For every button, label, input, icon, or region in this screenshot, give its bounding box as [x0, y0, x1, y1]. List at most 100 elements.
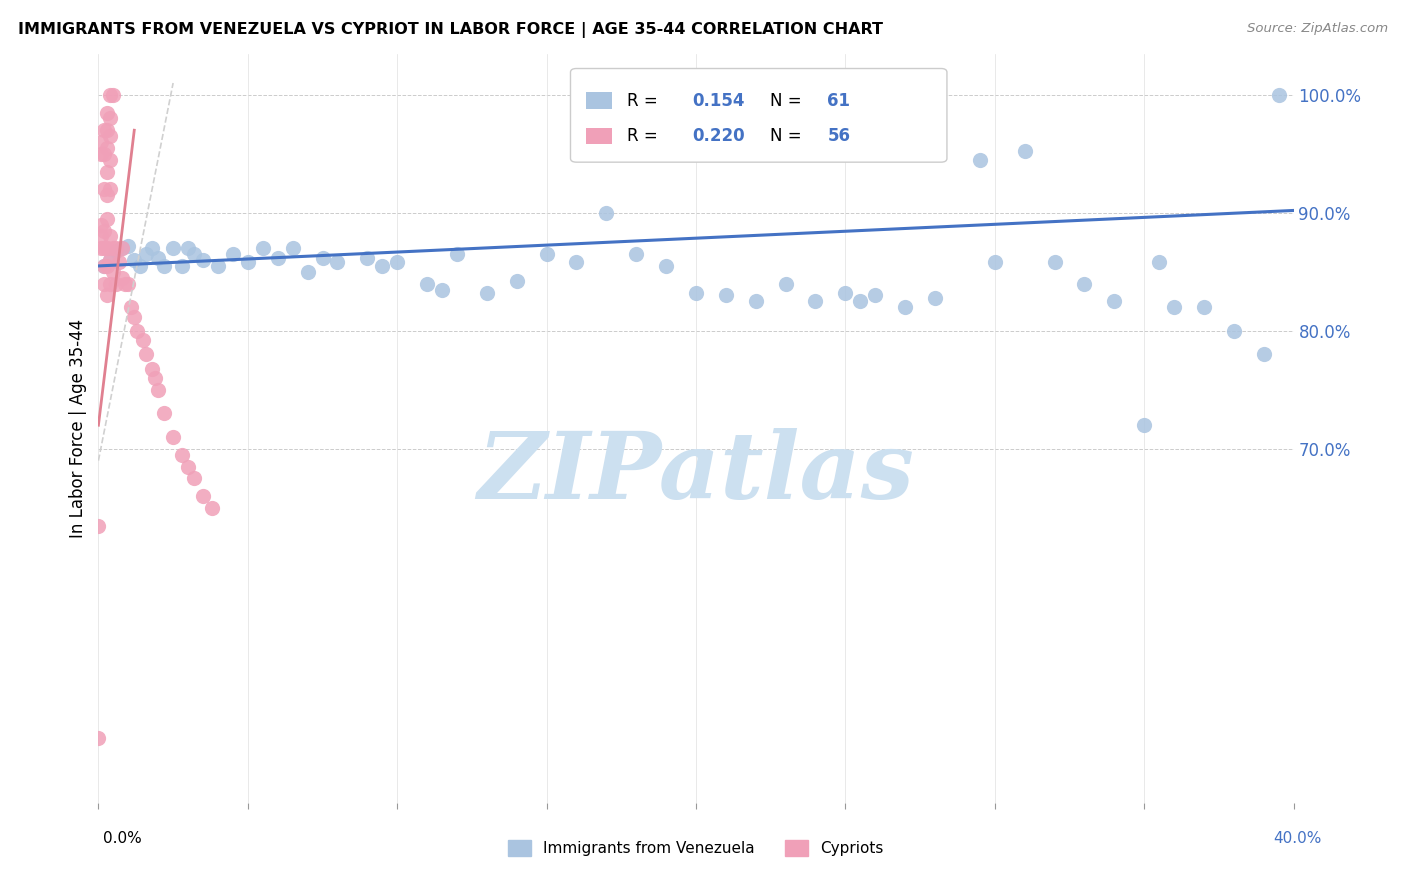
- Point: [141, 241, 163, 255]
- Point: [98, 252, 122, 267]
- Point: [222, 247, 245, 261]
- Text: N =: N =: [770, 92, 807, 110]
- Point: [96, 259, 118, 273]
- Point: [177, 241, 200, 255]
- Point: [236, 255, 259, 269]
- Point: [984, 255, 1007, 269]
- Point: [143, 371, 166, 385]
- Point: [98, 87, 122, 102]
- Point: [446, 247, 468, 261]
- Point: [1223, 324, 1246, 338]
- Point: [297, 265, 319, 279]
- Point: [1253, 347, 1275, 361]
- Point: [96, 141, 118, 155]
- Point: [153, 259, 176, 273]
- Point: [105, 244, 128, 258]
- Point: [98, 153, 122, 167]
- Point: [117, 239, 139, 253]
- Point: [105, 277, 128, 291]
- Point: [93, 277, 115, 291]
- Point: [1043, 255, 1066, 269]
- Point: [129, 259, 152, 273]
- Point: [90, 229, 112, 244]
- Point: [93, 223, 115, 237]
- Point: [148, 251, 170, 265]
- Point: [98, 252, 122, 267]
- Point: [96, 123, 118, 137]
- Point: [103, 87, 125, 102]
- Point: [1267, 87, 1289, 102]
- Text: 0.0%: 0.0%: [103, 831, 142, 846]
- Point: [1133, 418, 1156, 433]
- Point: [93, 182, 115, 196]
- Point: [714, 288, 737, 302]
- FancyBboxPatch shape: [586, 128, 613, 145]
- Point: [371, 259, 394, 273]
- Legend: Immigrants from Venezuela, Cypriots: Immigrants from Venezuela, Cypriots: [502, 834, 890, 863]
- Text: IMMIGRANTS FROM VENEZUELA VS CYPRIOT IN LABOR FORCE | AGE 35-44 CORRELATION CHAR: IMMIGRANTS FROM VENEZUELA VS CYPRIOT IN …: [18, 22, 883, 38]
- Point: [177, 459, 200, 474]
- Point: [1104, 294, 1126, 309]
- FancyBboxPatch shape: [586, 93, 613, 109]
- Point: [475, 286, 498, 301]
- Point: [87, 731, 110, 745]
- Point: [93, 146, 115, 161]
- Point: [124, 252, 146, 267]
- FancyBboxPatch shape: [571, 69, 948, 162]
- Point: [775, 277, 797, 291]
- Point: [356, 251, 378, 265]
- Point: [416, 277, 439, 291]
- Point: [93, 241, 115, 255]
- Point: [98, 129, 122, 144]
- Point: [108, 255, 131, 269]
- Point: [894, 300, 917, 314]
- Text: 0.154: 0.154: [692, 92, 745, 110]
- Point: [90, 218, 112, 232]
- Point: [191, 489, 214, 503]
- Point: [90, 135, 112, 149]
- Point: [96, 288, 118, 302]
- Point: [745, 294, 768, 309]
- Point: [105, 241, 128, 255]
- Point: [117, 277, 139, 291]
- Text: 0.220: 0.220: [692, 127, 745, 145]
- Y-axis label: In Labor Force | Age 35-44: In Labor Force | Age 35-44: [69, 318, 87, 538]
- Point: [207, 259, 229, 273]
- Point: [172, 259, 194, 273]
- Text: 61: 61: [828, 92, 851, 110]
- Text: 40.0%: 40.0%: [1274, 831, 1322, 846]
- Text: 56: 56: [828, 127, 851, 145]
- Point: [1192, 300, 1215, 314]
- Text: Source: ZipAtlas.com: Source: ZipAtlas.com: [1247, 22, 1388, 36]
- Point: [865, 288, 887, 302]
- Point: [536, 247, 558, 261]
- Point: [96, 105, 118, 120]
- Point: [96, 211, 118, 226]
- Point: [311, 251, 333, 265]
- Point: [98, 112, 122, 126]
- Point: [183, 471, 205, 485]
- Point: [924, 291, 946, 305]
- Point: [132, 333, 155, 347]
- Point: [111, 270, 134, 285]
- Point: [111, 241, 134, 255]
- Point: [87, 518, 110, 533]
- Point: [98, 182, 122, 196]
- Point: [191, 252, 214, 267]
- Point: [252, 241, 274, 255]
- Point: [626, 247, 648, 261]
- Point: [148, 383, 170, 397]
- Point: [103, 265, 125, 279]
- Point: [162, 241, 184, 255]
- Point: [93, 259, 115, 273]
- Point: [804, 294, 827, 309]
- Point: [93, 123, 115, 137]
- Point: [281, 241, 304, 255]
- Point: [111, 241, 134, 255]
- Point: [162, 430, 184, 444]
- Point: [114, 277, 136, 291]
- Point: [127, 324, 149, 338]
- Point: [98, 277, 122, 291]
- Text: R =: R =: [627, 127, 662, 145]
- Point: [90, 146, 112, 161]
